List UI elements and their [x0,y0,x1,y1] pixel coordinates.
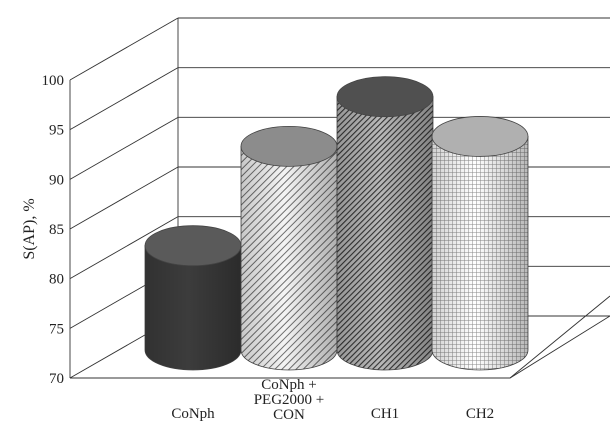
x-category-label: PEG2000 + [254,392,325,408]
y-tick-label: 70 [49,371,64,387]
y-tick-label: 90 [49,172,64,188]
y-tick-label: 80 [49,272,64,288]
x-category-label: CoNph + [261,377,317,393]
bar-top [431,116,529,157]
gridline-left-wall [69,216,179,280]
bar-top [144,225,242,267]
bar [144,225,242,371]
bar-top [336,76,434,118]
bars [144,76,529,371]
gridline-left-wall [69,116,179,180]
x-category-label: CoNph [171,406,215,422]
bar-shading [337,96,433,370]
bar [336,76,434,371]
y-tick-label: 100 [42,73,65,89]
x-category-label: CON [273,407,305,423]
y-tick-label: 75 [49,321,64,337]
bar [240,125,338,371]
bar-shading [145,245,241,370]
bar [431,116,529,371]
y-tick-label: 95 [49,123,64,139]
y-tick-label: 85 [49,222,64,238]
x-category-label: CH2 [466,406,494,422]
gridline-left-wall [69,17,179,81]
gridline-left-wall [69,166,179,230]
floor-right-edge [509,295,610,379]
bar-shading [241,146,337,370]
x-category-label: CH1 [371,406,399,422]
bar-top [240,125,338,167]
labels: 70 75 80 85 90 95 100 S(AP), % CoNph CoNph +PEG20… [21,73,494,423]
gridline-left-wall [69,67,179,131]
y-axis-label: S(AP), % [21,198,38,259]
bar-shading [432,136,528,370]
